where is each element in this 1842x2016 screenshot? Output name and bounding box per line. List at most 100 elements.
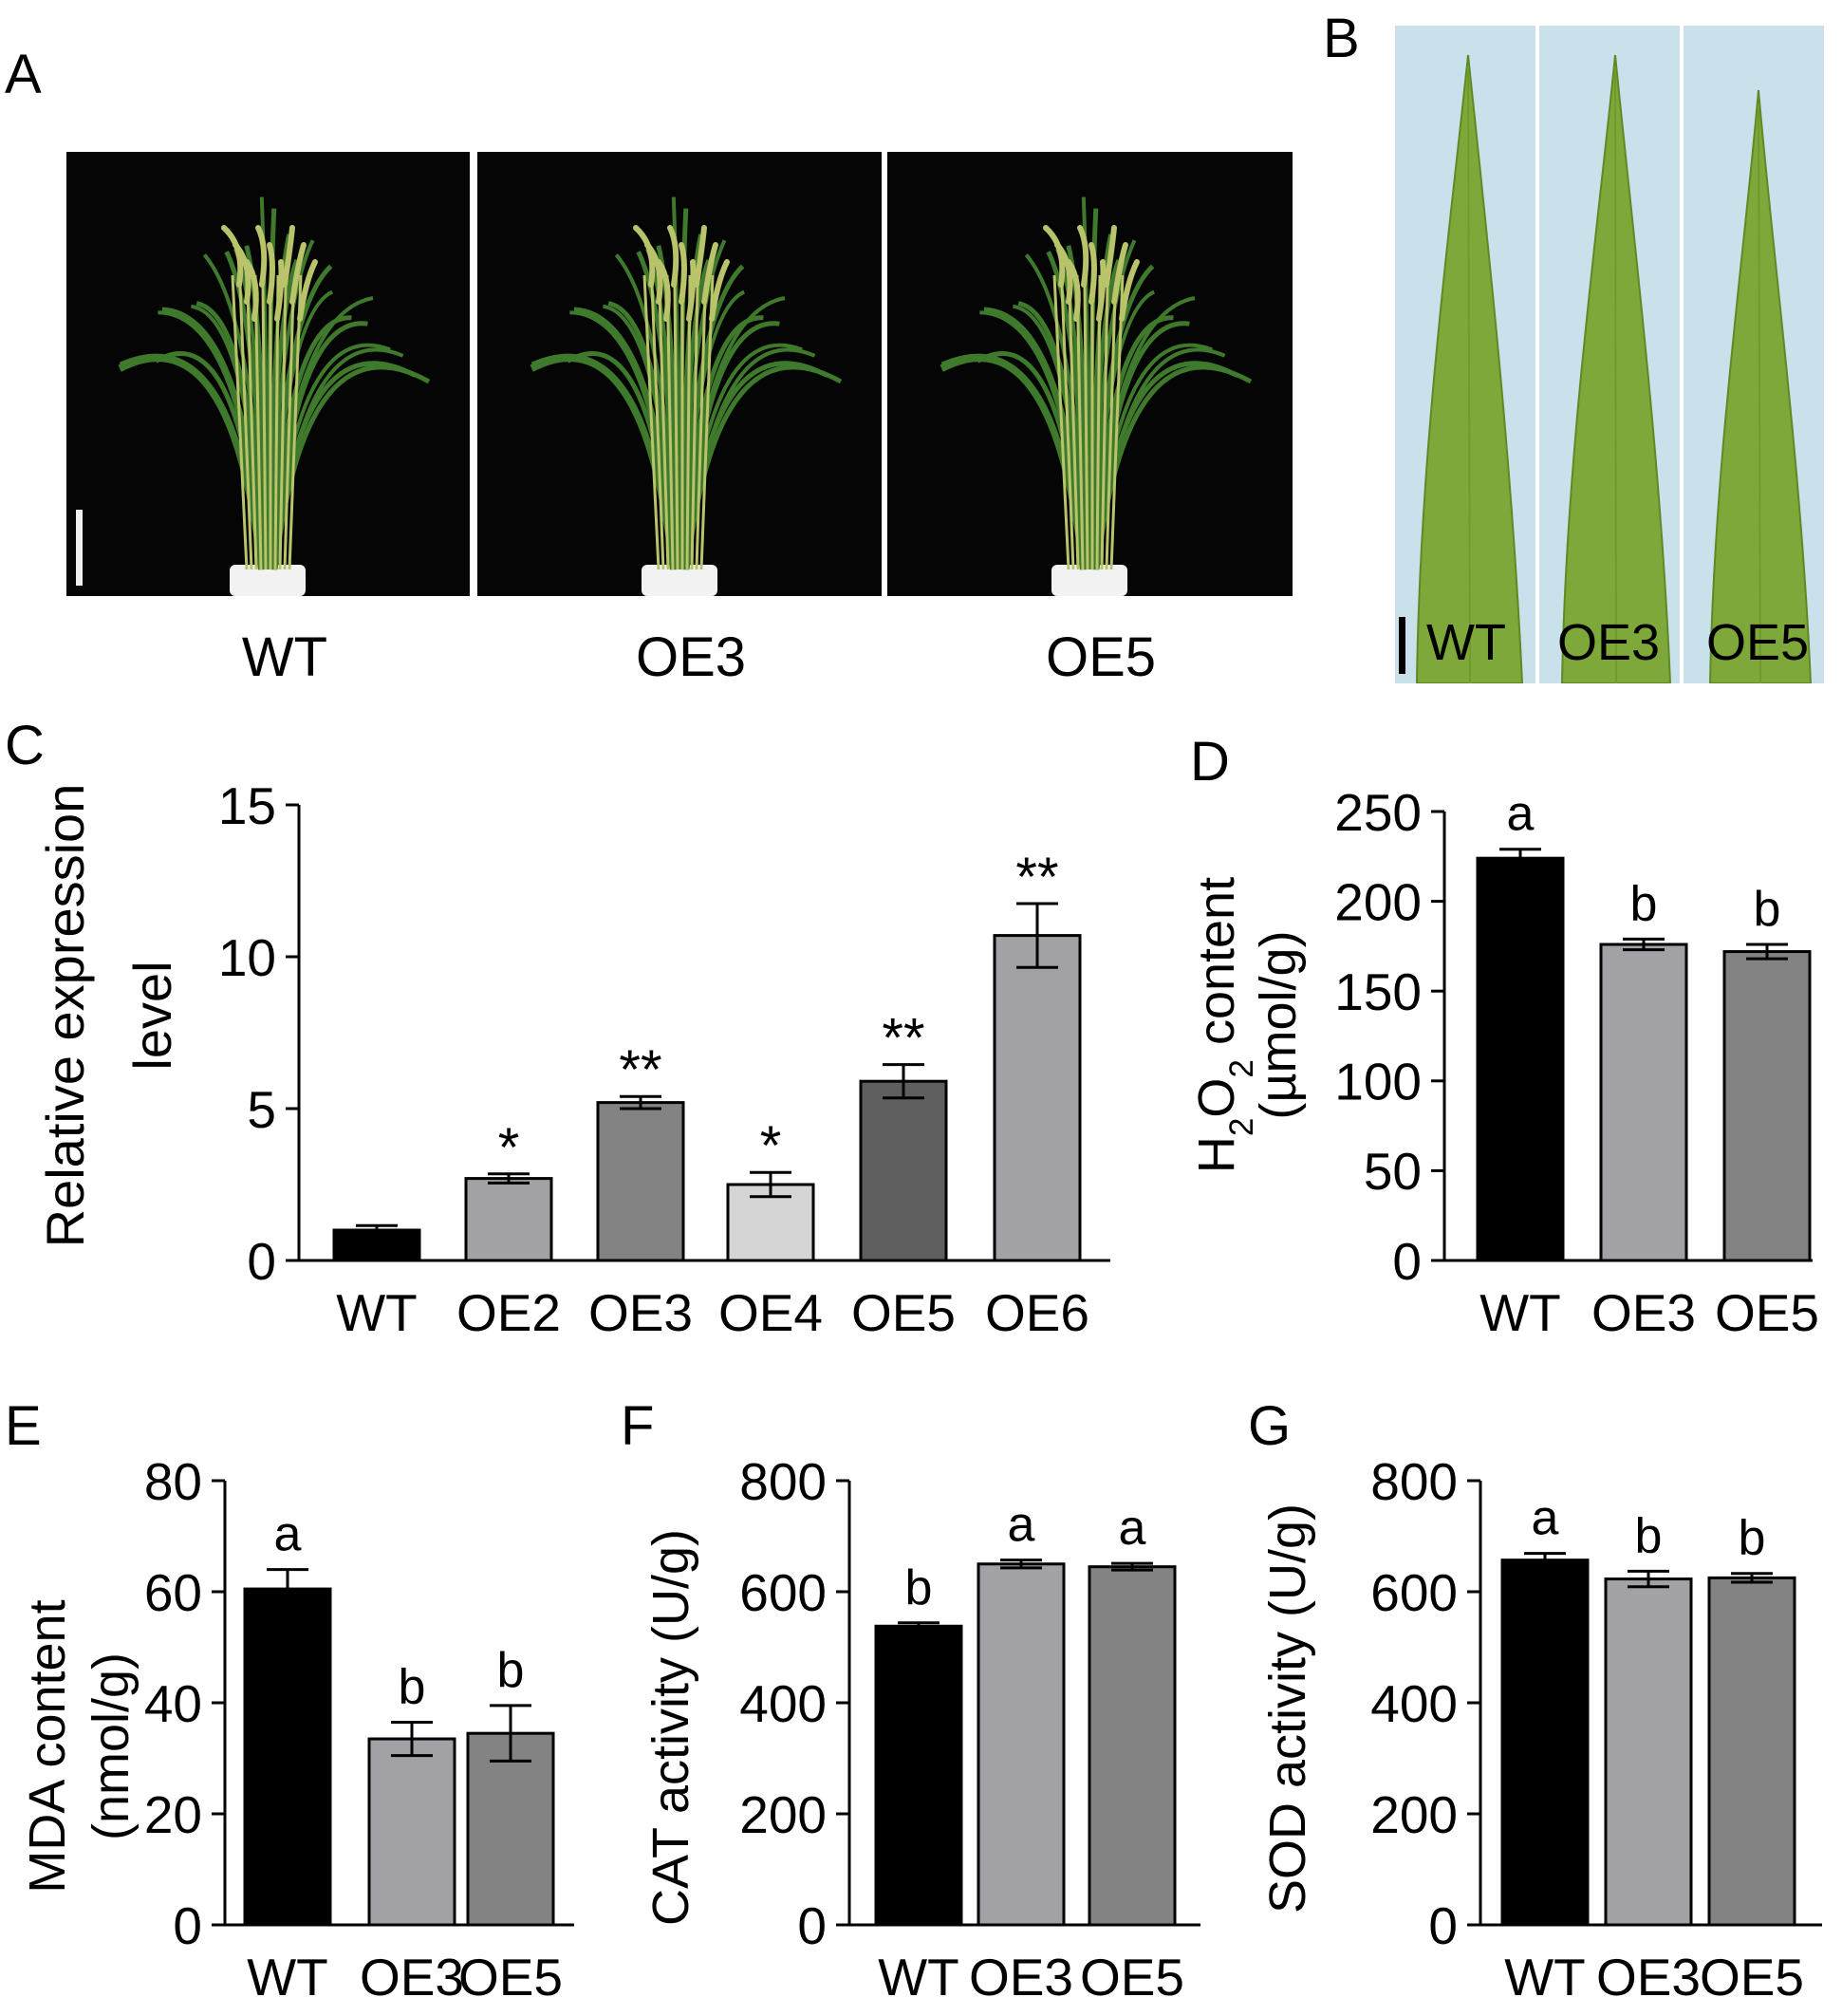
y-tick-label: 40 <box>144 1674 202 1733</box>
plant-stem <box>1100 284 1109 570</box>
bar-oe5 <box>859 1079 948 1262</box>
leaf-label-oe3: OE3 <box>1557 614 1660 671</box>
significance-label: ** <box>882 1008 924 1070</box>
plant-panicle <box>1111 242 1128 305</box>
y-tick-label: 5 <box>247 1080 276 1139</box>
plant-panicle <box>1104 225 1117 288</box>
panel-b: B WT OE3 OE5 <box>1323 8 1824 683</box>
y-tick-label: 600 <box>1370 1563 1458 1622</box>
chart-f: 0 200 400 600 800 CAT activity (U/g) b WT a OE3 a O… <box>642 1452 1200 2007</box>
x-tick-label: OE2 <box>456 1283 561 1342</box>
plant-stem <box>685 274 692 570</box>
x-tick-label: OE3 <box>360 1948 464 2007</box>
significance-label: ** <box>619 1039 661 1101</box>
y-axis-label: H2O2 content <box>1188 877 1260 1173</box>
bar-wt <box>243 1587 332 1927</box>
x-tick-label: OE5 <box>1700 1948 1804 2007</box>
x-tick-label: OE3 <box>1596 1948 1701 2007</box>
plant-panicle <box>644 242 663 305</box>
plant-stem <box>238 284 253 570</box>
bar-oe3 <box>596 1101 685 1262</box>
panel-e-letter: E <box>5 1395 42 1457</box>
y-tick-label: 200 <box>739 1785 827 1844</box>
pot <box>230 565 306 596</box>
scale-bar-b <box>1399 617 1405 674</box>
y-tick-label: 600 <box>739 1563 827 1622</box>
x-tick-label: WT <box>336 1283 418 1342</box>
panel-a: A WT OE3 OE5 <box>5 44 1293 688</box>
panel-g-letter: G <box>1248 1395 1291 1457</box>
plant-stem <box>1095 274 1102 570</box>
plant-panicle <box>656 259 671 322</box>
y-tick-label: 50 <box>1364 1142 1422 1201</box>
leaf-midrib-wt <box>1467 65 1471 683</box>
panel-a-letter: A <box>5 44 42 105</box>
y-axis-label: level <box>122 961 182 1070</box>
significance-label: b <box>905 1560 933 1615</box>
y-tick-label: 200 <box>1370 1785 1458 1844</box>
plant-panicle <box>297 259 318 322</box>
chart-e: 0 20 40 60 80 MDA content (nmol/g) a WT b OE3 b OE5 <box>19 1452 574 2007</box>
plant-stem <box>246 293 258 570</box>
significance-label: b <box>1739 1511 1766 1566</box>
y-tick-label: 20 <box>144 1785 202 1844</box>
plant-stem <box>1052 274 1070 570</box>
photo-label-oe5: OE5 <box>1046 626 1156 688</box>
pot <box>642 565 717 596</box>
y-tick-label: 0 <box>247 1232 276 1291</box>
plant-stem <box>650 284 665 570</box>
plant-panicle <box>667 225 679 288</box>
plant-stem <box>283 293 295 570</box>
y-tick-label: 0 <box>797 1896 827 1955</box>
bar-oe5 <box>1707 1576 1796 1927</box>
x-tick-label: WT <box>1479 1283 1561 1342</box>
significance-label: b <box>1635 1508 1663 1563</box>
y-axis-label: Relative expression <box>35 784 95 1248</box>
x-tick-label: WT <box>1504 1948 1586 2007</box>
plant-3 <box>940 196 1253 596</box>
plant-stem <box>699 274 715 570</box>
bar-wt <box>1500 1559 1590 1927</box>
plant-panicle <box>1054 242 1073 305</box>
y-tick-label: 0 <box>173 1896 202 1955</box>
bar-oe2 <box>464 1177 553 1262</box>
plant-panicle <box>686 259 697 322</box>
bar-oe5 <box>1088 1565 1177 1927</box>
significance-label: * <box>760 1115 782 1177</box>
y-tick-label: 150 <box>1334 962 1422 1021</box>
plant-panicle <box>679 242 687 305</box>
plant-stem <box>1083 284 1089 570</box>
plant-stem <box>278 284 288 570</box>
plant-stem <box>695 293 707 570</box>
plant-stem <box>1075 274 1085 570</box>
chart-g: 0 200 400 600 800 SOD activity (U/g) a WT b OE3 b O… <box>1259 1452 1822 2007</box>
x-tick-label: WT <box>878 1948 959 2007</box>
y-tick-label: 100 <box>1334 1053 1422 1111</box>
significance-label: b <box>497 1643 525 1698</box>
plant-leaf <box>1094 364 1253 570</box>
chart-c: 0 5 10 15 Relative expression level WT * OE2 ** OE… <box>35 776 1110 1342</box>
x-tick-label: OE5 <box>458 1948 563 2007</box>
panel-b-letter: B <box>1323 8 1360 69</box>
significance-label: a <box>1008 1498 1035 1553</box>
plant-illustrations <box>118 196 1253 596</box>
plant-stem <box>1109 274 1125 570</box>
photo-label-oe3: OE3 <box>636 626 746 688</box>
significance-label: b <box>1754 882 1781 937</box>
bar-oe6 <box>993 934 1082 1262</box>
y-tick-label: 10 <box>218 928 276 987</box>
plant-stem <box>1060 284 1075 570</box>
plant-panicle <box>1077 225 1089 288</box>
panel-c-letter: C <box>5 715 45 776</box>
y-axis-label: (µmol/g) <box>1250 930 1307 1119</box>
panel-d-letter: D <box>1190 731 1230 793</box>
y-tick-label: 0 <box>1428 1896 1458 1955</box>
leaf-label-wt: WT <box>1426 614 1506 671</box>
significance-label: b <box>399 1659 426 1714</box>
y-axis-label: CAT activity (U/g) <box>642 1529 699 1926</box>
chart-d: 0 50 100 150 200 250 H2O2 content (µmol/g) a WT b O… <box>1188 783 1819 1342</box>
plant-panicle <box>244 259 259 322</box>
y-tick-label: 0 <box>1392 1232 1422 1291</box>
plant-panicle <box>274 259 285 322</box>
